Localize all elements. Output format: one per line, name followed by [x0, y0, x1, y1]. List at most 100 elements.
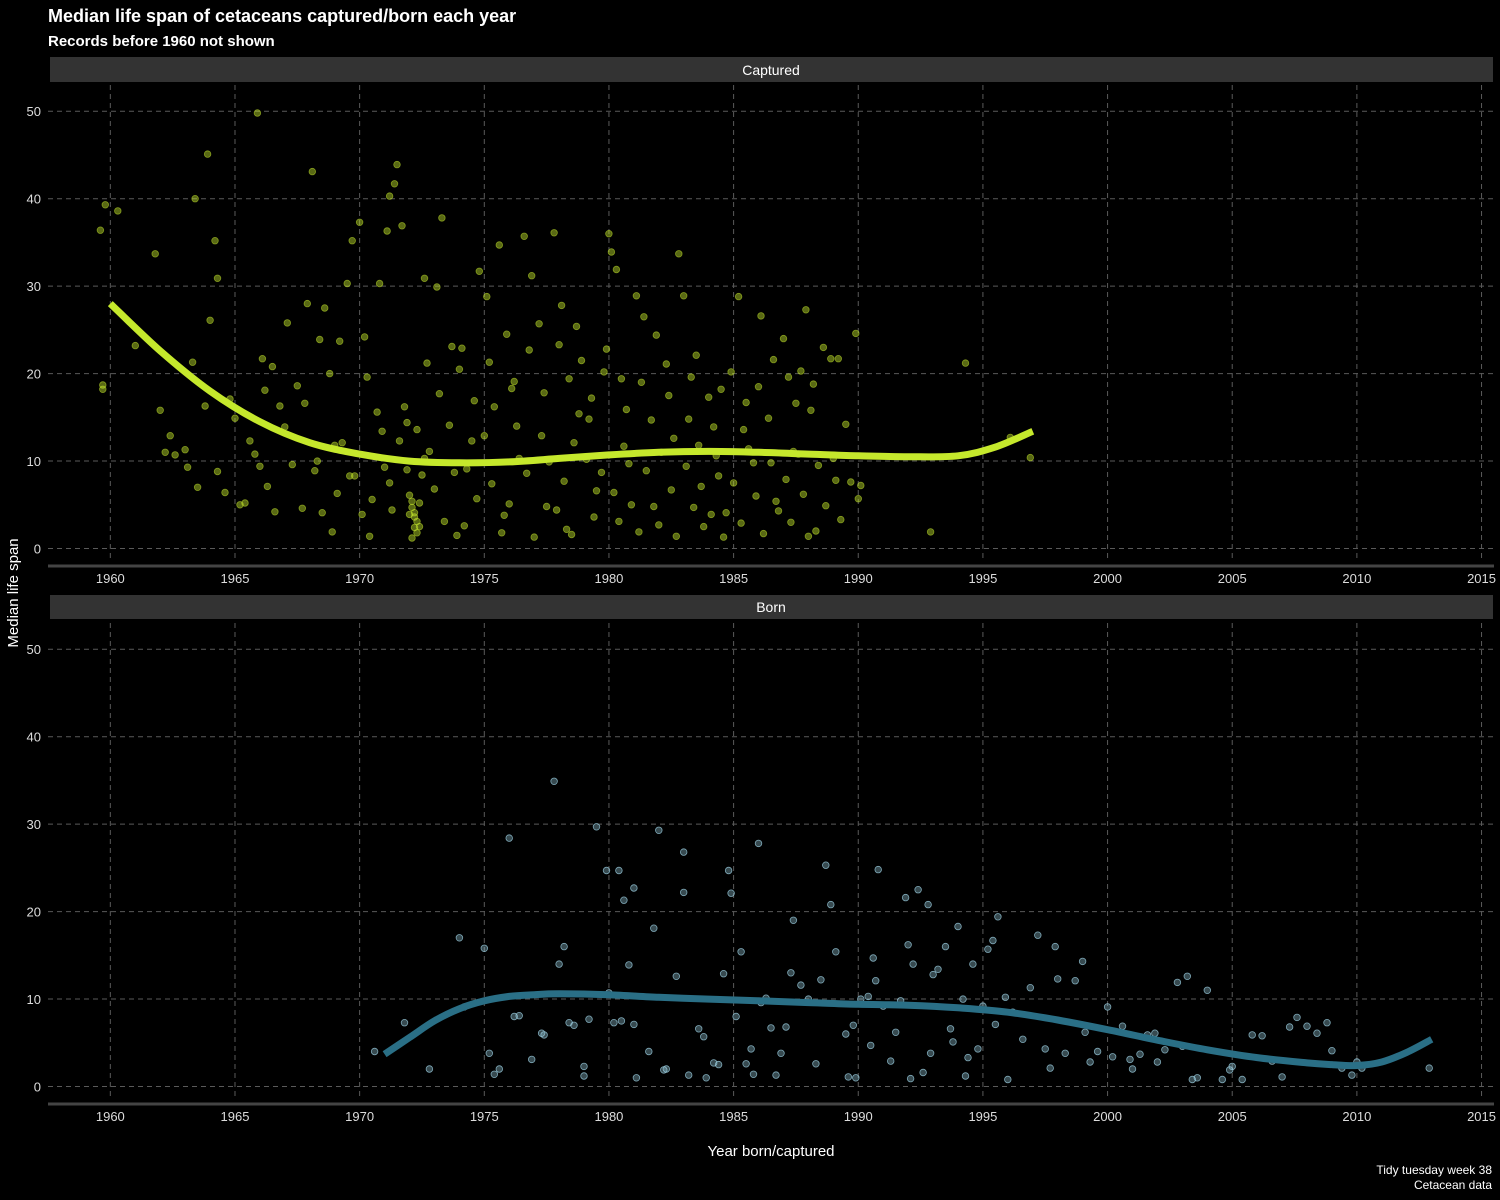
y-tick-label: 10	[27, 992, 41, 1007]
data-point	[355, 218, 364, 226]
data-point	[495, 1065, 503, 1073]
data-point	[602, 866, 611, 875]
data-point	[101, 201, 109, 209]
data-point	[1323, 1019, 1331, 1027]
x-tick-label: 2015	[1467, 571, 1496, 586]
data-point	[151, 250, 159, 258]
data-point	[298, 504, 306, 512]
data-point	[782, 1023, 790, 1031]
x-tick-label: 2000	[1093, 571, 1122, 586]
data-point	[363, 373, 371, 381]
data-point	[318, 509, 326, 517]
data-point	[645, 1047, 653, 1056]
data-point	[450, 468, 459, 477]
data-point	[974, 1045, 982, 1053]
data-point	[1183, 972, 1191, 980]
data-point	[398, 222, 406, 230]
data-point	[258, 355, 267, 363]
caption-line-2: Cetacean data	[1414, 1178, 1492, 1192]
data-point	[473, 495, 481, 503]
data-point	[989, 936, 997, 945]
data-point	[827, 355, 835, 363]
data-point	[360, 333, 369, 341]
data-point	[734, 292, 743, 301]
data-point	[181, 446, 189, 454]
data-point	[961, 359, 970, 367]
data-point	[383, 227, 391, 235]
data-point	[832, 948, 840, 956]
data-point	[211, 236, 219, 245]
y-tick-labels-born: 0 10 20 30 40 50	[27, 642, 41, 1094]
x-tick-label: 1980	[594, 571, 623, 586]
data-point	[625, 961, 633, 969]
data-point	[670, 434, 678, 442]
data-point	[822, 861, 830, 869]
data-point	[131, 341, 139, 350]
data-point	[901, 893, 910, 902]
data-point	[804, 532, 813, 540]
data-point	[333, 489, 341, 498]
data-point	[742, 1060, 750, 1068]
data-point	[747, 1045, 755, 1053]
data-point	[754, 839, 763, 848]
data-point	[328, 528, 336, 536]
data-point	[610, 1019, 618, 1027]
data-point	[438, 214, 446, 222]
data-point	[535, 320, 543, 328]
data-point	[540, 1031, 548, 1039]
data-point	[926, 528, 935, 536]
data-point	[924, 900, 932, 909]
data-point	[854, 495, 862, 503]
data-point	[807, 406, 815, 414]
x-tick-label: 1995	[968, 571, 997, 586]
data-point	[520, 232, 528, 240]
data-point	[408, 497, 416, 505]
data-point	[251, 450, 259, 458]
data-point	[660, 1066, 668, 1074]
data-point	[557, 301, 566, 310]
y-axis-title: Median life span	[5, 538, 22, 647]
data-point	[954, 922, 962, 931]
data-point	[241, 499, 249, 507]
data-point	[505, 500, 513, 508]
data-point	[637, 378, 646, 386]
data-point	[480, 944, 488, 952]
data-point	[627, 501, 636, 509]
data-point	[1046, 1064, 1054, 1072]
x-tick-label: 1960	[96, 571, 125, 586]
y-tick-label: 50	[27, 104, 41, 119]
data-point	[592, 823, 601, 831]
data-point	[1136, 1050, 1144, 1058]
x-tick-label: 1985	[719, 571, 748, 586]
data-point	[1053, 975, 1062, 983]
data-point	[321, 304, 329, 312]
data-point	[772, 1071, 780, 1079]
data-point	[727, 368, 735, 376]
data-point	[395, 437, 404, 445]
data-point	[562, 525, 571, 533]
data-point	[161, 448, 169, 456]
data-point	[852, 1074, 860, 1082]
data-point	[727, 889, 735, 897]
data-point	[640, 313, 648, 321]
x-tick-label: 2015	[1467, 1109, 1496, 1124]
data-point	[550, 777, 558, 785]
x-tick-label: 2005	[1218, 1109, 1247, 1124]
data-point	[906, 1074, 915, 1083]
data-point	[1303, 1022, 1311, 1030]
data-point	[869, 954, 877, 962]
data-point	[378, 427, 386, 435]
data-point	[655, 521, 663, 529]
data-point	[365, 532, 374, 540]
y-tick-label: 20	[27, 905, 41, 920]
data-point	[1078, 957, 1087, 966]
data-point	[984, 945, 992, 953]
data-point	[166, 432, 174, 440]
data-point	[1118, 1022, 1127, 1030]
data-point	[732, 1012, 740, 1021]
data-point	[303, 299, 311, 308]
data-point	[857, 481, 865, 490]
data-point	[797, 367, 805, 375]
data-point	[276, 402, 284, 410]
data-point	[777, 1049, 785, 1057]
